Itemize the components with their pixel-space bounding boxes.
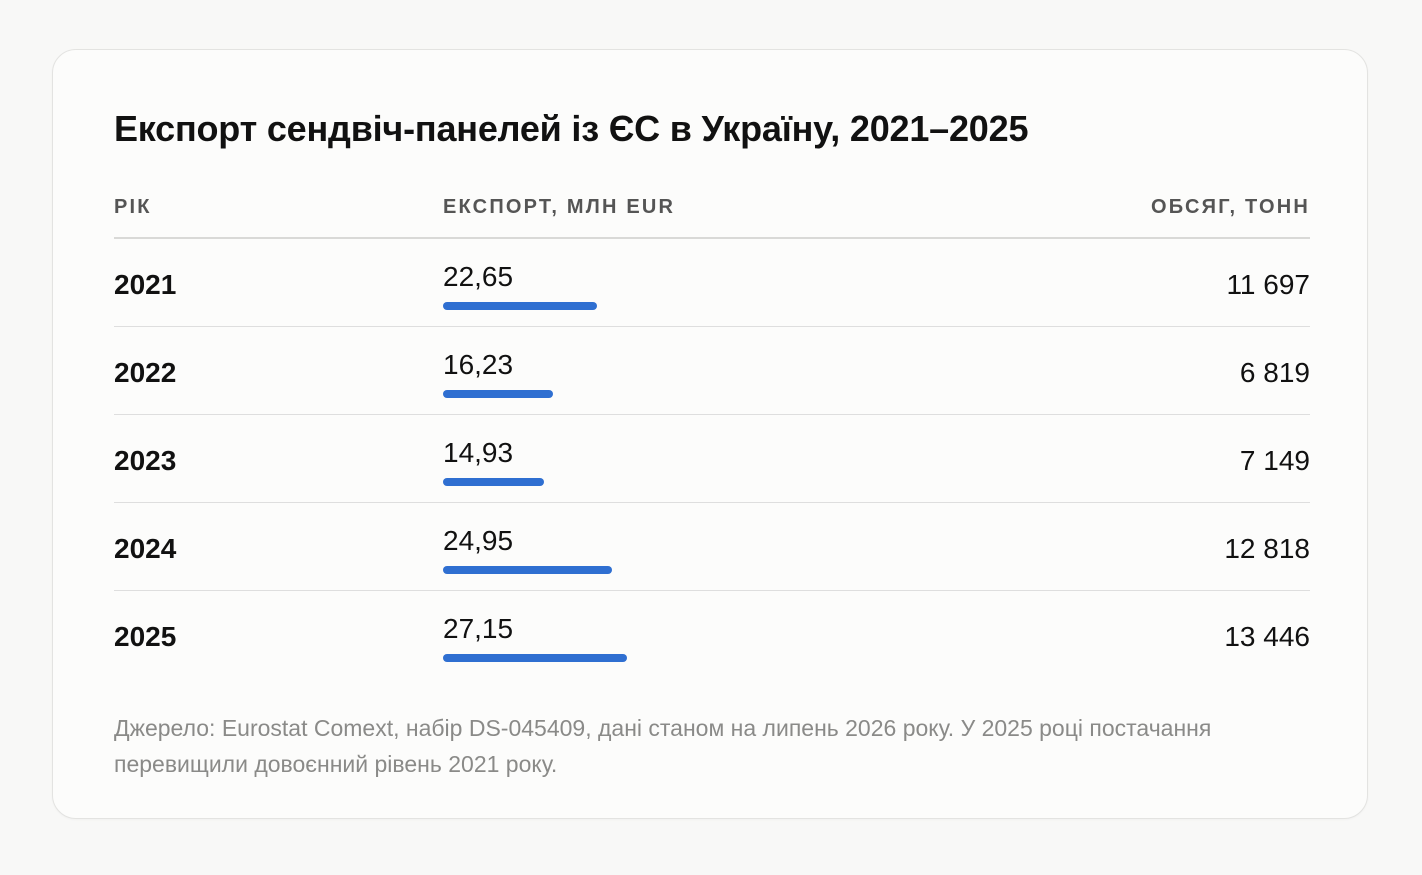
- export-bar-2025: [443, 654, 628, 662]
- export-bar-2023: [443, 478, 545, 486]
- row-year: 2025: [114, 621, 177, 652]
- export-table: РІК ЕКСПОРТ, МЛН EUR ОБСЯГ, ТОНН 2021 22…: [114, 190, 1310, 678]
- table-row: 2021 22,65 11 697: [114, 239, 1310, 327]
- row-year: 2021: [114, 269, 177, 300]
- row-export-value: 24,95: [443, 525, 514, 556]
- table-row: 2024 24,95 12 818: [114, 503, 1310, 591]
- table-header: РІК ЕКСПОРТ, МЛН EUR ОБСЯГ, ТОНН: [114, 190, 1310, 239]
- row-export-value: 16,23: [443, 349, 514, 380]
- row-volume: 12 818: [1224, 533, 1310, 564]
- header-year: РІК: [114, 196, 152, 218]
- row-export-value: 22,65: [443, 261, 514, 292]
- row-volume: 7 149: [1239, 445, 1310, 476]
- header-volume: ОБСЯГ, ТОНН: [1150, 196, 1310, 218]
- row-export-value: 14,93: [443, 437, 514, 468]
- table-row: 2023 14,93 7 149: [114, 415, 1310, 503]
- table-row: 2025 27,15 13 446: [114, 591, 1310, 678]
- table-row: 2022 16,23 6 819: [114, 327, 1310, 415]
- row-volume: 6 819: [1239, 357, 1310, 388]
- chart-card: Експорт сендвіч-панелей із ЄС в Україну,…: [52, 49, 1368, 819]
- row-year: 2024: [114, 533, 177, 564]
- row-export-value: 27,15: [443, 613, 514, 644]
- header-export: ЕКСПОРТ, МЛН EUR: [443, 196, 676, 218]
- export-bar-2022: [443, 390, 554, 398]
- row-volume: 13 446: [1224, 621, 1310, 652]
- row-year: 2022: [114, 357, 177, 388]
- export-bar-2024: [443, 566, 613, 574]
- source-note: Джерело: Eurostat Comext, набір DS-04540…: [114, 715, 1212, 777]
- card-title: Експорт сендвіч-панелей із ЄС в Україну,…: [114, 108, 1029, 149]
- export-bar-2021: [443, 302, 597, 310]
- row-volume: 11 697: [1226, 269, 1310, 300]
- row-year: 2023: [114, 445, 177, 476]
